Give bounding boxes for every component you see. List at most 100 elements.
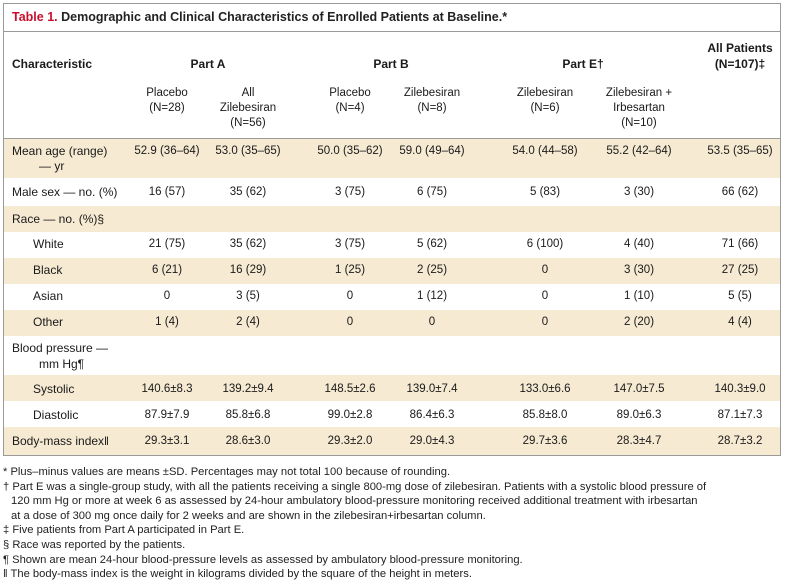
cell-mean-age-zile-e: 54.0 (44–58) — [512, 145, 578, 157]
cell-diastolic-zile-e: 85.8±8.0 — [522, 409, 568, 421]
label-systolic: Systolic — [33, 382, 75, 396]
cell-bmi-zile-irb-e: 28.3±4.7 — [616, 435, 662, 447]
cell-bmi-all: 28.7±3.2 — [717, 435, 763, 447]
table-title: Table 1. Demographic and Clinical Charac… — [12, 10, 507, 24]
label-asian: Asian — [33, 289, 64, 303]
cell-systolic-all: 140.3±9.0 — [714, 383, 766, 395]
band-race — [4, 206, 780, 232]
cell-diastolic-zile-a: 85.8±6.8 — [225, 409, 271, 421]
header-part-a: Part A — [190, 57, 226, 71]
footnote-2c: at a dose of 300 mg once daily for 2 wee… — [11, 509, 486, 522]
cell-bmi-zile-a: 28.6±3.0 — [225, 435, 271, 447]
cell-other-zile-irb-e: 2 (20) — [623, 316, 655, 328]
cell-black-zile-b: 2 (25) — [416, 264, 448, 276]
footnote-3: ‡ Five patients from Part A participated… — [3, 524, 245, 537]
label-black: Black — [33, 263, 63, 277]
sub-zilebesiran-e: Zilebesiran (N=6) — [516, 87, 574, 114]
cell-mean-age-placebo-a: 52.9 (36–64) — [134, 145, 200, 157]
cell-black-zile-a: 16 (29) — [229, 264, 267, 276]
table-frame: Table 1. Demographic and Clinical Charac… — [3, 3, 781, 456]
footnotes: * Plus–minus values are means ±SD. Perce… — [3, 465, 783, 582]
cell-other-zile-a: 2 (4) — [236, 316, 260, 328]
cell-black-zile-irb-e: 3 (30) — [623, 264, 655, 276]
cell-mean-age-all: 53.5 (35–65) — [707, 145, 773, 157]
cell-white-zile-b: 5 (62) — [416, 238, 448, 250]
cell-bmi-placebo-a: 29.3±3.1 — [144, 435, 190, 447]
cell-black-placebo-b: 1 (25) — [334, 264, 366, 276]
cell-mean-age-zile-b: 59.0 (49–64) — [399, 145, 465, 157]
label-bmi: Body-mass index‖ — [12, 434, 109, 448]
header-all-patients-2: (N=107)‡ — [714, 57, 766, 71]
header-part-b: Part B — [373, 57, 409, 71]
sub-zilebesiran-irbesartan-e: Zilebesiran + Irbesartan (N=10) — [605, 87, 673, 129]
cell-diastolic-zile-irb-e: 89.0±6.3 — [616, 409, 662, 421]
cell-male-placebo-a: 16 (57) — [148, 186, 186, 198]
cell-white-zile-irb-e: 4 (40) — [623, 238, 655, 250]
band-bmi — [4, 427, 780, 455]
cell-systolic-zile-e: 133.0±6.6 — [519, 383, 571, 395]
cell-male-all: 66 (62) — [721, 186, 759, 198]
footnote-5: ¶ Shown are mean 24-hour blood-pressure … — [3, 553, 523, 566]
sub-placebo-a: Placebo (N=28) — [146, 87, 188, 114]
cell-systolic-zile-a: 139.2±9.4 — [222, 383, 274, 395]
cell-male-zile-e: 5 (83) — [529, 186, 561, 198]
label-bp-1: Blood pressure — — [12, 341, 109, 355]
header-rule — [4, 138, 780, 139]
cell-mean-age-zile-a: 53.0 (35–65) — [215, 145, 281, 157]
cell-systolic-zile-irb-e: 147.0±7.5 — [613, 383, 665, 395]
footnote-4: § Race was reported by the patients. — [3, 538, 186, 551]
footnote-2b: 120 mm Hg or more at week 6 as assessed … — [11, 495, 698, 508]
sub-zilebesiran-b: Zilebesiran (N=8) — [403, 87, 461, 114]
cell-systolic-placebo-b: 148.5±2.6 — [324, 383, 376, 395]
cell-white-placebo-a: 21 (75) — [148, 238, 186, 250]
cell-bmi-zile-e: 29.7±3.6 — [522, 435, 568, 447]
label-mean-age-2: — yr — [39, 159, 65, 173]
cell-bmi-zile-b: 29.0±4.3 — [409, 435, 455, 447]
cell-asian-placebo-b: 0 — [346, 290, 354, 302]
cell-bmi-placebo-b: 29.3±2.0 — [327, 435, 373, 447]
cell-white-placebo-b: 3 (75) — [334, 238, 366, 250]
cell-white-zile-a: 35 (62) — [229, 238, 267, 250]
label-mean-age-1: Mean age (range) — [12, 144, 108, 158]
cell-asian-all: 5 (5) — [728, 290, 752, 302]
cell-asian-zile-e: 0 — [541, 290, 549, 302]
cell-male-placebo-b: 3 (75) — [334, 186, 366, 198]
cell-systolic-placebo-a: 140.6±8.3 — [141, 383, 193, 395]
sub-placebo-b: Placebo (N=4) — [329, 87, 371, 114]
cell-black-all: 27 (25) — [721, 264, 759, 276]
cell-diastolic-zile-b: 86.4±6.3 — [409, 409, 455, 421]
label-male-sex: Male sex — no. (%) — [12, 185, 118, 199]
cell-asian-placebo-a: 0 — [163, 290, 171, 302]
cell-diastolic-placebo-b: 99.0±2.8 — [327, 409, 373, 421]
cell-male-zile-irb-e: 3 (30) — [623, 186, 655, 198]
cell-black-zile-e: 0 — [541, 264, 549, 276]
cell-white-all: 71 (66) — [721, 238, 759, 250]
cell-asian-zile-a: 3 (5) — [236, 290, 260, 302]
cell-white-zile-e: 6 (100) — [526, 238, 564, 250]
cell-other-all: 4 (4) — [728, 316, 752, 328]
footnote-6: ‖ The body-mass index is the weight in k… — [3, 568, 472, 581]
band-mean-age — [4, 138, 780, 178]
cell-asian-zile-b: 1 (12) — [416, 290, 448, 302]
cell-diastolic-placebo-a: 87.9±7.9 — [144, 409, 190, 421]
label-bp-2: mm Hg¶ — [39, 357, 85, 371]
table-title-text: Demographic and Clinical Characteristics… — [57, 10, 508, 24]
cell-male-zile-b: 6 (75) — [416, 186, 448, 198]
band-black — [4, 258, 780, 284]
header-part-e: Part E† — [562, 57, 604, 71]
label-white: White — [33, 237, 64, 251]
cell-male-zile-a: 35 (62) — [229, 186, 267, 198]
cell-other-placebo-a: 1 (4) — [155, 316, 179, 328]
table-number: Table 1. — [12, 10, 58, 24]
title-bar: Table 1. Demographic and Clinical Charac… — [4, 4, 780, 32]
cell-mean-age-zile-irb-e: 55.2 (42–64) — [606, 145, 672, 157]
band-other — [4, 310, 780, 336]
footnote-1: * Plus–minus values are means ±SD. Perce… — [3, 466, 451, 478]
label-diastolic: Diastolic — [33, 408, 79, 422]
header-all-patients-1: All Patients — [707, 41, 773, 55]
cell-systolic-zile-b: 139.0±7.4 — [406, 383, 458, 395]
cell-diastolic-all: 87.1±7.3 — [717, 409, 763, 421]
cell-other-zile-e: 0 — [541, 316, 549, 328]
cell-asian-zile-irb-e: 1 (10) — [623, 290, 655, 302]
cell-other-placebo-b: 0 — [346, 316, 354, 328]
